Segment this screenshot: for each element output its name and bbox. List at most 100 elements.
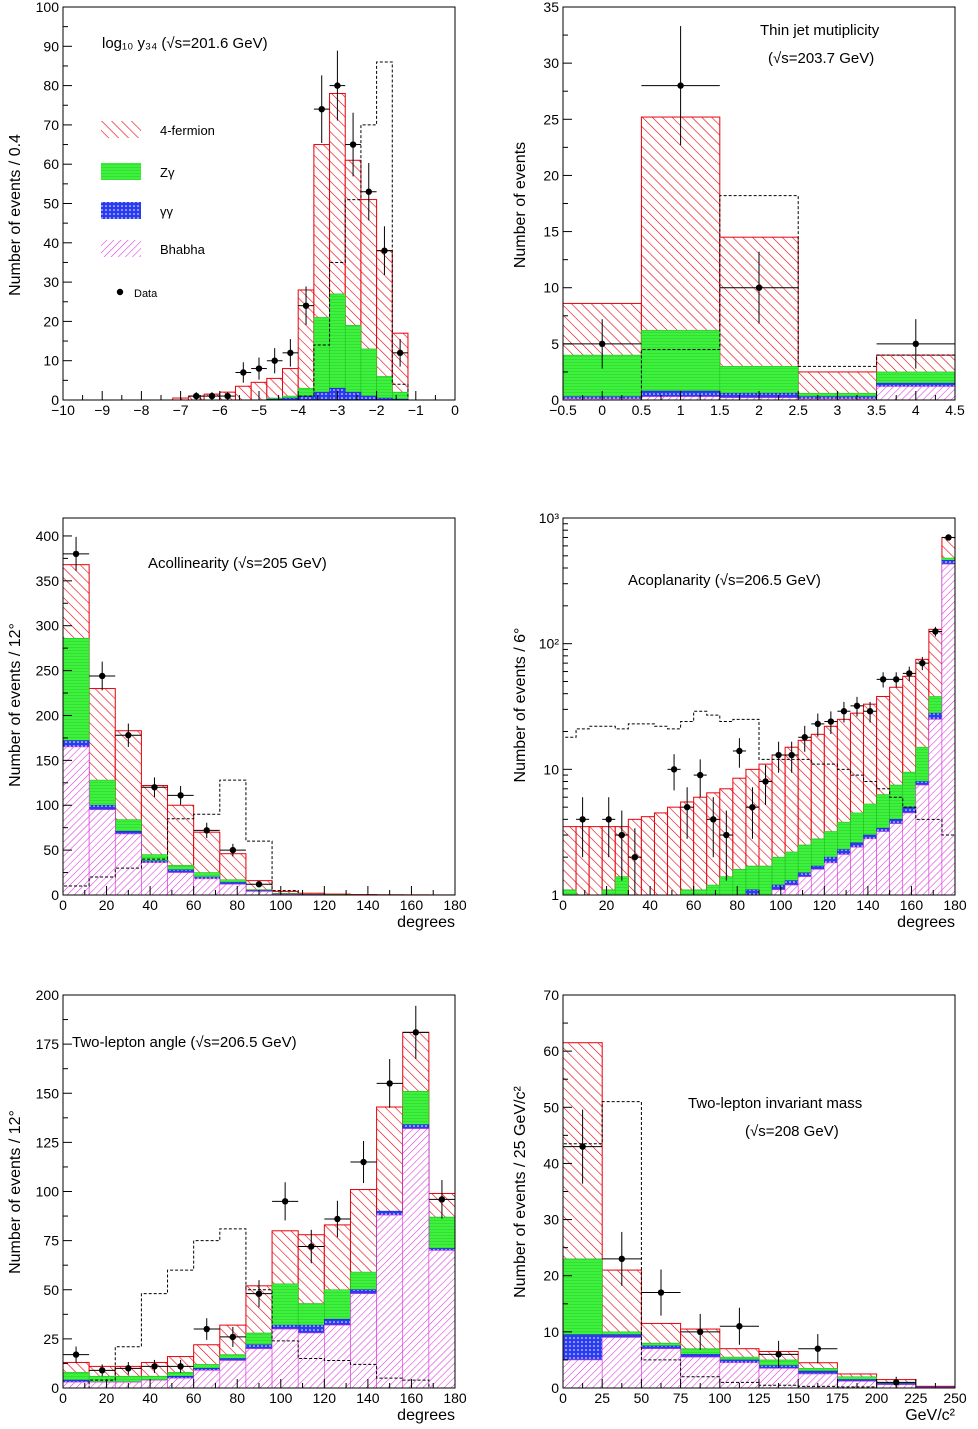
data-point [928,626,942,637]
data-point [798,725,812,752]
x-tick-label: −4 [290,402,306,418]
data-marker [72,1351,80,1358]
y-axis-label: Number of events / 6° [512,628,529,783]
data-point [193,1318,220,1340]
x-tick-label: 3.5 [867,402,887,418]
bar-zg [601,889,616,896]
data-point [785,741,799,773]
data-marker [177,1363,184,1370]
bar-bb [271,1328,299,1389]
y-tick-label: 400 [36,528,60,544]
chart-title: Acoplanarity (√s=206.5 GeV) [628,572,821,589]
data-marker [762,778,769,785]
data-marker [618,831,625,839]
y-tick-label: 30 [43,274,59,290]
y-tick-label: 50 [43,196,59,212]
series-bb [771,563,956,896]
data-points [63,1005,455,1377]
data-marker [302,302,310,309]
x-axis: −0.5 0 0.5 1 1.5 2 2.5 3 3.5 4 4.5 [549,391,965,418]
bar-4f [588,826,603,896]
bar-gg [313,391,330,401]
bar-bb [889,823,904,896]
data-point [428,1180,455,1219]
x-tick-label: −2 [369,402,385,418]
bar-4f [653,812,669,896]
data-point [667,754,681,791]
panel-log-y34: −10 −9 −8 −7 −6 −5 −4 −3 −2 −1 0010203040506070809… [7,0,459,418]
data-point [141,777,168,798]
data-point [863,701,877,723]
y-axis-label: Number of events [512,142,529,268]
bar-bb [941,563,956,896]
data-point [245,881,273,888]
x-tick-label: 200 [865,1390,889,1406]
x-tick-label: 80 [229,1390,245,1406]
y-tick-label: 40 [543,1155,559,1171]
data-marker [334,82,341,89]
legend-swatch-4f [101,121,141,138]
panel-acoplanarity: 0 20 40 60 80 100 120 140 160 180 1 10 10² 10³ Acoplan… [512,510,967,931]
data-marker [255,1290,263,1297]
data-point [641,26,720,146]
data-marker [710,816,717,823]
x-tick-label: 40 [142,897,158,913]
data-point [193,822,220,839]
data-point [628,828,642,895]
bar-bb [876,831,890,896]
y-tick-label: 0 [51,887,59,903]
x-tick-label: 150 [787,1390,811,1406]
bar-4f [562,826,577,896]
data-point [719,1307,759,1345]
x-tick-label: 0 [598,402,606,418]
bar-4f [266,377,284,401]
y-tick-label: 0 [551,1380,559,1396]
data-point [850,696,864,717]
data-point [324,1200,351,1238]
data-point [745,787,759,839]
data-point [680,1313,720,1350]
data-marker [906,670,913,677]
y-tick-label: 25 [543,111,559,127]
data-points [188,50,408,400]
data-marker [72,550,80,558]
bar-zg [693,889,708,896]
x-tick-label: 100 [269,1390,293,1406]
y-axis-label: Number of events / 12° [7,623,24,787]
data-marker [755,284,763,291]
x-tick-label: 160 [900,897,924,913]
y-axis-label: Number of events / 25 GeV/c² [512,1086,529,1298]
x-tick-label: 140 [356,1390,380,1406]
y-tick-label: 20 [543,167,559,183]
data-point [266,348,283,374]
x-tick-label: 60 [686,897,702,913]
y-tick-label: 100 [36,1184,60,1200]
data-point [719,251,799,324]
y-tick-label: 0 [51,1380,59,1396]
data-marker [932,628,939,635]
x-tick-label: 75 [673,1390,689,1406]
data-marker [224,392,231,400]
x-tick-label: −0.5 [549,402,577,418]
data-marker [125,732,132,739]
data-points [576,534,955,895]
x-tick-label: −1 [408,402,424,418]
data-marker [723,831,730,839]
bar-bb [376,1214,404,1389]
data-marker [287,349,294,357]
y-tick-label: 125 [36,1134,60,1150]
x-tick-label: 180 [443,1390,467,1406]
x-tick-label: 120 [313,1390,337,1406]
y-axis: 0 10 20 30 40 50 60 70 [543,987,572,1396]
data-point [602,1231,642,1286]
bar-zg [732,869,747,896]
y-axis: 0 50 100 150 200 250 300 350 400 [36,528,72,903]
bar-bb [350,1293,377,1389]
data-marker [670,766,678,773]
y-tick-label: 300 [36,618,60,634]
signal-histogram [563,195,956,401]
data-marker [893,676,900,683]
data-point [602,797,616,858]
bar-bb [245,1348,273,1389]
data-marker [579,816,586,823]
